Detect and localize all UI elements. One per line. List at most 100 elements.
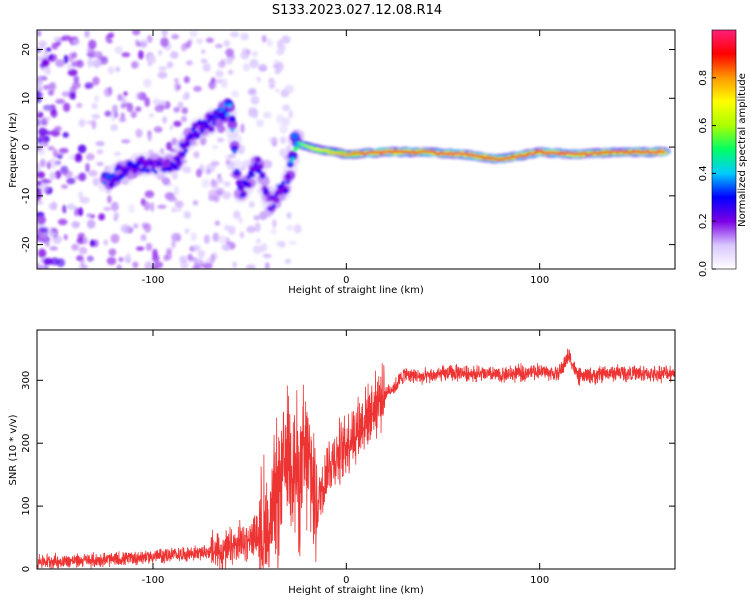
noise-blob	[215, 70, 224, 78]
noise-blob	[72, 81, 81, 89]
noise-blob	[170, 51, 179, 59]
noise-blob	[83, 236, 88, 245]
noise-blob	[117, 93, 123, 102]
noise-blob	[267, 79, 276, 85]
noise-blob	[57, 218, 68, 226]
noise-blob	[144, 97, 150, 107]
noise-blob	[222, 191, 232, 200]
y-tick-label: 20	[21, 43, 32, 56]
noise-blob	[86, 255, 94, 262]
noise-blob	[231, 90, 240, 98]
noise-blob	[256, 76, 261, 83]
noise-blob	[125, 252, 131, 261]
ridge-blob	[107, 175, 112, 180]
noise-blob	[228, 225, 236, 235]
noise-blob	[144, 261, 154, 269]
noise-blob	[135, 92, 144, 101]
ridge-blob	[209, 114, 214, 119]
ridge-blob	[227, 119, 238, 130]
noise-blob	[246, 225, 256, 233]
noise-blob	[38, 226, 49, 232]
noise-blob	[148, 54, 156, 65]
noise-blob	[74, 154, 83, 163]
noise-blob	[163, 254, 169, 262]
noise-blob	[37, 171, 46, 179]
noise-blob	[253, 215, 260, 221]
noise-blob	[91, 113, 101, 120]
noise-blob	[121, 96, 127, 106]
noise-blob	[200, 58, 208, 64]
noise-blob	[135, 246, 145, 251]
noise-blob	[118, 257, 124, 262]
ridge-blob	[230, 127, 235, 132]
noise-blob	[211, 77, 216, 84]
ridge-blob	[121, 173, 126, 178]
noise-blob	[84, 30, 90, 38]
ridge-blob	[244, 182, 249, 187]
noise-blob	[49, 171, 56, 181]
noise-blob	[193, 85, 202, 92]
noise-blob	[159, 148, 165, 155]
noise-blob	[196, 168, 202, 178]
noise-blob	[87, 58, 93, 68]
ridge-blob	[432, 150, 437, 153]
noise-blob	[94, 95, 100, 103]
noise-blob	[52, 148, 58, 158]
noise-blob	[62, 102, 71, 113]
noise-blob	[279, 123, 288, 134]
noise-blob	[110, 112, 116, 122]
ridge-blob	[207, 118, 212, 123]
noise-blob	[173, 207, 183, 213]
noise-blob	[118, 117, 127, 123]
ridge-blob	[193, 130, 198, 135]
ridge-blob	[223, 102, 228, 107]
noise-blob	[223, 181, 231, 187]
noise-blob	[73, 75, 80, 84]
noise-blob	[286, 212, 292, 219]
noise-blob	[79, 196, 90, 204]
noise-blob	[37, 162, 41, 173]
noise-blob	[148, 112, 155, 118]
noise-blob	[124, 102, 133, 108]
x-tick-label: -100	[142, 275, 165, 286]
noise-blob	[92, 177, 100, 186]
noise-blob	[261, 35, 267, 43]
ridge-blob	[114, 167, 119, 172]
ridge-blob	[190, 127, 195, 132]
noise-blob	[238, 217, 243, 224]
noise-blob	[55, 59, 65, 68]
noise-blob	[239, 231, 245, 239]
noise-blob	[214, 187, 225, 195]
noise-blob	[63, 54, 69, 64]
noise-blob	[91, 102, 98, 110]
noise-blob	[174, 82, 181, 92]
noise-blob	[110, 124, 118, 132]
noise-blob	[187, 39, 193, 45]
noise-blob	[183, 91, 190, 100]
noise-blob	[135, 39, 140, 47]
ridge-blob	[234, 168, 239, 173]
colorbar-tick-label: 0.8	[698, 70, 709, 86]
noise-blob	[255, 238, 261, 244]
noise-blob	[233, 210, 241, 220]
noise-blob	[197, 250, 206, 258]
noise-blob	[161, 30, 168, 37]
noise-blob	[140, 234, 147, 242]
noise-blob	[67, 203, 76, 210]
noise-blob	[210, 179, 218, 189]
noise-blob	[276, 48, 285, 56]
ridge-blob	[219, 113, 227, 121]
noise-blob	[108, 32, 115, 39]
noise-blob	[47, 146, 55, 151]
noise-blob	[67, 68, 78, 77]
noise-blob	[225, 57, 233, 65]
noise-blob	[190, 232, 197, 242]
noise-blob	[150, 202, 155, 212]
ridge-blob	[267, 206, 272, 211]
noise-blob	[282, 117, 291, 126]
noise-blob	[62, 132, 69, 138]
noise-blob	[103, 206, 112, 211]
ridge-blob	[211, 121, 216, 126]
ridge-blob	[197, 120, 202, 125]
noise-blob	[63, 234, 68, 241]
